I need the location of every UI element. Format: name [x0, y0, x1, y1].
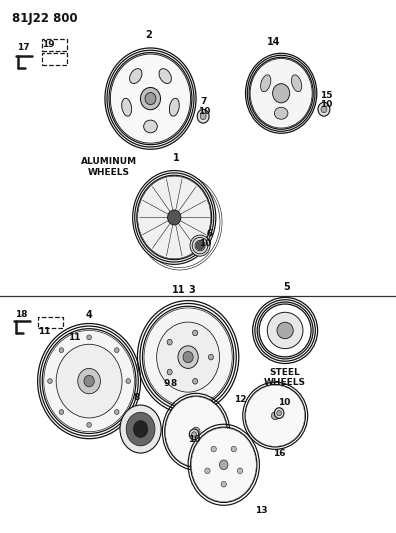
- Ellipse shape: [122, 98, 131, 116]
- Text: 11: 11: [38, 327, 50, 336]
- Ellipse shape: [169, 98, 179, 116]
- Ellipse shape: [167, 369, 172, 375]
- Ellipse shape: [159, 69, 171, 84]
- Ellipse shape: [56, 344, 122, 418]
- Ellipse shape: [145, 93, 156, 104]
- Ellipse shape: [110, 54, 190, 143]
- Text: 16: 16: [273, 449, 286, 458]
- Ellipse shape: [261, 75, 271, 92]
- Text: 4: 4: [86, 310, 93, 320]
- Text: 17: 17: [17, 43, 30, 52]
- Ellipse shape: [205, 468, 210, 474]
- Ellipse shape: [120, 405, 161, 453]
- Ellipse shape: [126, 378, 131, 384]
- Text: 9: 9: [163, 379, 169, 388]
- Ellipse shape: [59, 409, 64, 415]
- Ellipse shape: [208, 354, 213, 360]
- Text: 19: 19: [42, 40, 55, 49]
- Text: 10: 10: [199, 239, 211, 248]
- Text: 8: 8: [170, 379, 177, 388]
- Ellipse shape: [133, 171, 216, 264]
- Ellipse shape: [114, 409, 119, 415]
- Text: 5: 5: [284, 282, 291, 292]
- Ellipse shape: [78, 368, 101, 394]
- Ellipse shape: [231, 446, 236, 452]
- Ellipse shape: [237, 468, 243, 474]
- Ellipse shape: [274, 107, 288, 119]
- Ellipse shape: [250, 59, 312, 128]
- Text: 8: 8: [133, 393, 140, 402]
- Ellipse shape: [246, 385, 305, 446]
- Ellipse shape: [267, 312, 303, 349]
- Ellipse shape: [190, 235, 210, 256]
- Text: STEEL
WHEELS: STEEL WHEELS: [264, 368, 306, 387]
- Ellipse shape: [196, 241, 204, 249]
- Ellipse shape: [133, 421, 148, 438]
- Text: ALUMINUM
WHEELS: ALUMINUM WHEELS: [81, 157, 137, 176]
- Text: 13: 13: [255, 506, 268, 515]
- Ellipse shape: [138, 176, 211, 259]
- Ellipse shape: [84, 375, 94, 387]
- Text: 10: 10: [188, 435, 200, 445]
- Ellipse shape: [114, 348, 119, 353]
- Ellipse shape: [219, 460, 228, 470]
- Text: 12: 12: [234, 395, 247, 405]
- Text: 6: 6: [206, 229, 213, 238]
- Ellipse shape: [126, 413, 155, 446]
- Ellipse shape: [197, 109, 209, 123]
- Text: 18: 18: [15, 310, 27, 319]
- Ellipse shape: [129, 69, 142, 84]
- Ellipse shape: [321, 106, 327, 113]
- Ellipse shape: [178, 346, 198, 368]
- Text: 10: 10: [320, 100, 332, 109]
- Text: 7: 7: [200, 98, 206, 107]
- Ellipse shape: [183, 351, 193, 363]
- Text: 81J22 800: 81J22 800: [12, 12, 78, 25]
- Ellipse shape: [87, 422, 91, 427]
- Ellipse shape: [48, 378, 52, 384]
- Ellipse shape: [318, 102, 330, 116]
- Ellipse shape: [141, 87, 160, 110]
- Text: 11: 11: [69, 333, 81, 342]
- Ellipse shape: [166, 397, 227, 467]
- Ellipse shape: [192, 330, 198, 336]
- Ellipse shape: [189, 429, 199, 440]
- Ellipse shape: [271, 411, 279, 420]
- Ellipse shape: [44, 330, 134, 432]
- Ellipse shape: [277, 410, 282, 416]
- Ellipse shape: [274, 408, 284, 418]
- Ellipse shape: [167, 340, 172, 345]
- Text: 11: 11: [171, 285, 185, 295]
- Ellipse shape: [192, 432, 196, 437]
- Text: 1: 1: [173, 153, 180, 163]
- Ellipse shape: [221, 481, 227, 487]
- Ellipse shape: [200, 113, 206, 120]
- Text: 10: 10: [278, 398, 290, 407]
- Ellipse shape: [272, 84, 290, 103]
- Ellipse shape: [211, 446, 216, 452]
- Ellipse shape: [168, 210, 181, 225]
- Ellipse shape: [191, 428, 256, 502]
- Ellipse shape: [277, 322, 293, 339]
- Ellipse shape: [291, 75, 302, 92]
- Ellipse shape: [192, 378, 198, 384]
- Ellipse shape: [59, 348, 64, 353]
- Ellipse shape: [144, 308, 232, 406]
- Text: 3: 3: [188, 285, 196, 295]
- Ellipse shape: [144, 120, 157, 133]
- Text: 2: 2: [145, 30, 152, 41]
- Text: 10: 10: [198, 107, 210, 116]
- Text: 15: 15: [320, 91, 333, 100]
- Ellipse shape: [87, 335, 91, 340]
- Ellipse shape: [192, 427, 200, 437]
- Text: 14: 14: [267, 37, 280, 47]
- Ellipse shape: [157, 322, 219, 392]
